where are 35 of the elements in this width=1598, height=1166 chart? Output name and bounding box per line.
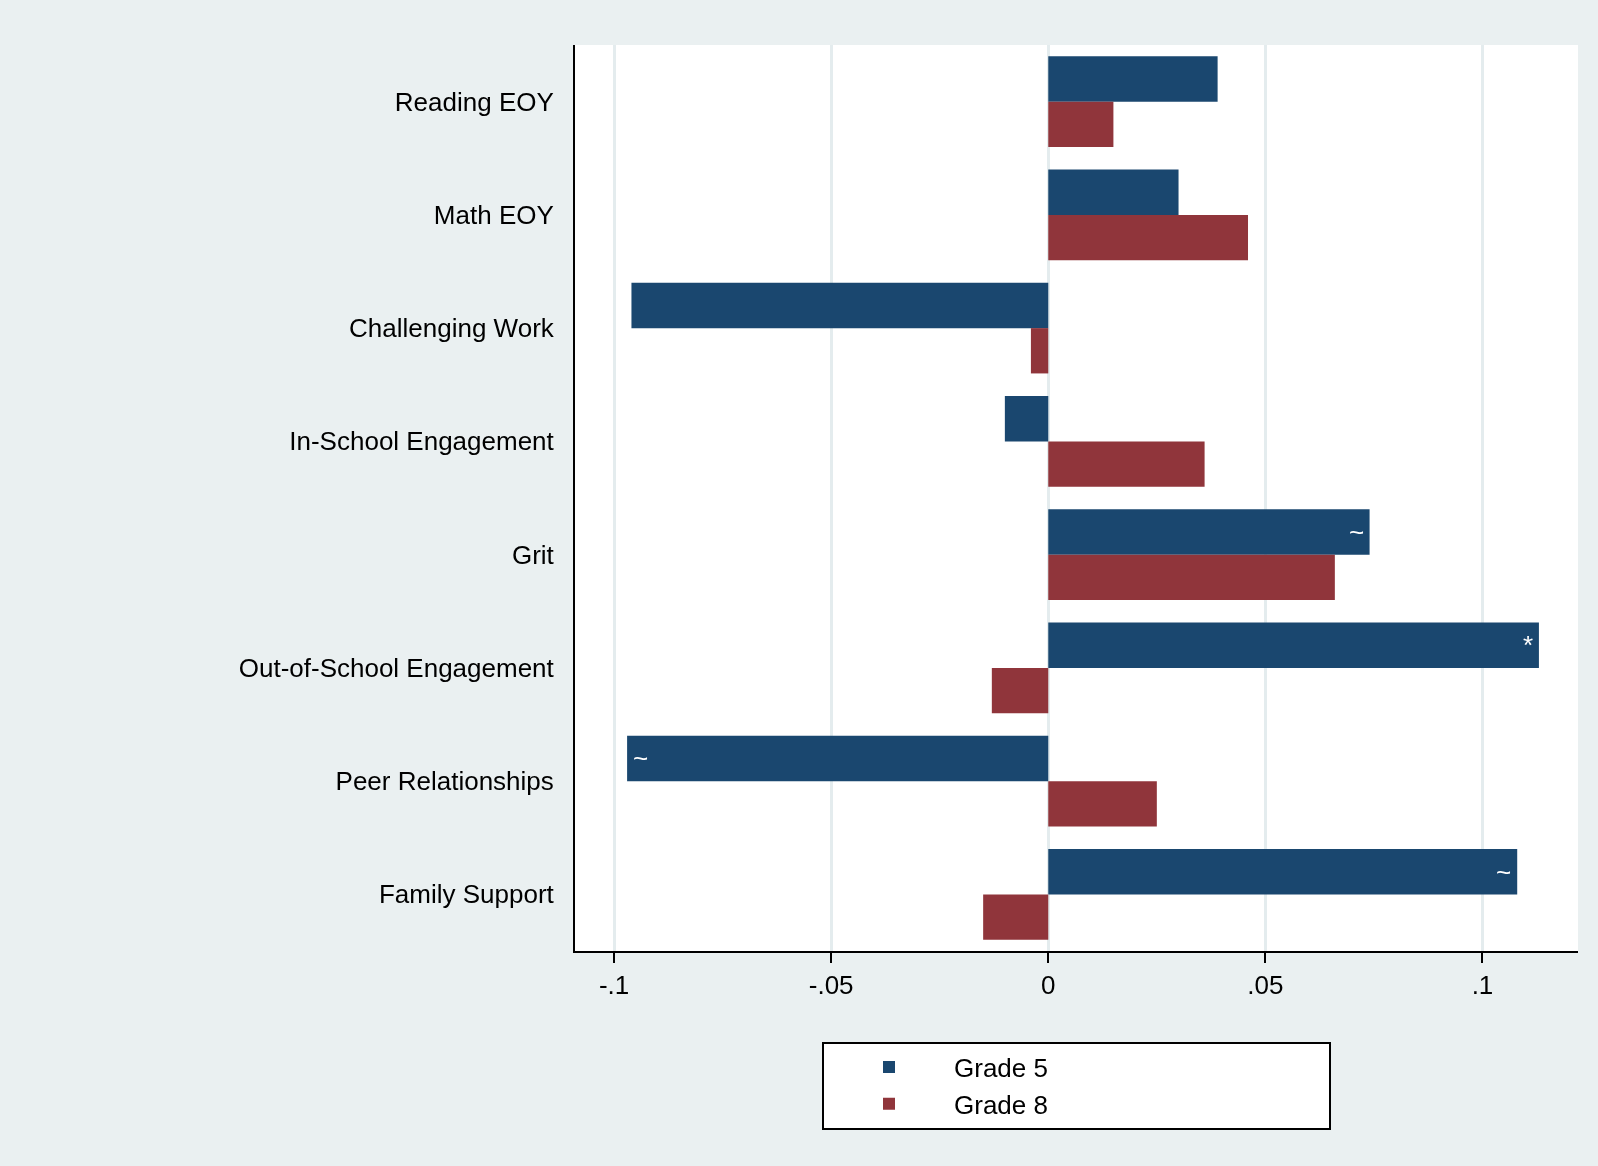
- annotation: ~: [1496, 857, 1512, 887]
- bar: [1048, 849, 1518, 895]
- y-tick-label: Grit: [511, 539, 555, 570]
- annotation: *: [1523, 630, 1534, 660]
- bar: [991, 667, 1049, 714]
- y-tick-label: Peer Relationships: [335, 766, 554, 797]
- x-tick-label: .05: [1247, 970, 1284, 1001]
- y-tick-label: Challenging Work: [349, 313, 555, 344]
- annotation: ~: [1349, 517, 1365, 547]
- bar: [1048, 169, 1179, 215]
- y-tick-label: Math EOY: [433, 199, 554, 230]
- y-tick-label: In-School Engagement: [289, 426, 555, 457]
- annotation: ~: [633, 743, 649, 773]
- x-tick-label: .1: [1471, 970, 1494, 1001]
- y-tick-label: Reading EOY: [394, 86, 554, 117]
- bar: [1030, 328, 1049, 374]
- x-tick-label: -.1: [598, 970, 630, 1001]
- bar: [627, 735, 1049, 782]
- y-tick-label: Out-of-School Engagement: [238, 652, 555, 683]
- bar: [1048, 441, 1205, 487]
- y-tick-label: Family Support: [378, 879, 555, 910]
- bar: [1048, 509, 1370, 555]
- bar: [1048, 554, 1335, 600]
- legend-label: Grade 5: [954, 1053, 1048, 1084]
- bar: [1004, 396, 1049, 442]
- bar: [1048, 214, 1249, 261]
- bar: [1048, 101, 1114, 147]
- x-tick-label: -.05: [808, 970, 854, 1001]
- bar: [631, 282, 1049, 329]
- legend-label: Grade 8: [954, 1089, 1048, 1120]
- bar: [983, 894, 1049, 940]
- bar: [1048, 781, 1157, 827]
- x-tick-label: 0: [1041, 970, 1056, 1001]
- bar: [1048, 56, 1218, 102]
- bar: [1048, 622, 1539, 668]
